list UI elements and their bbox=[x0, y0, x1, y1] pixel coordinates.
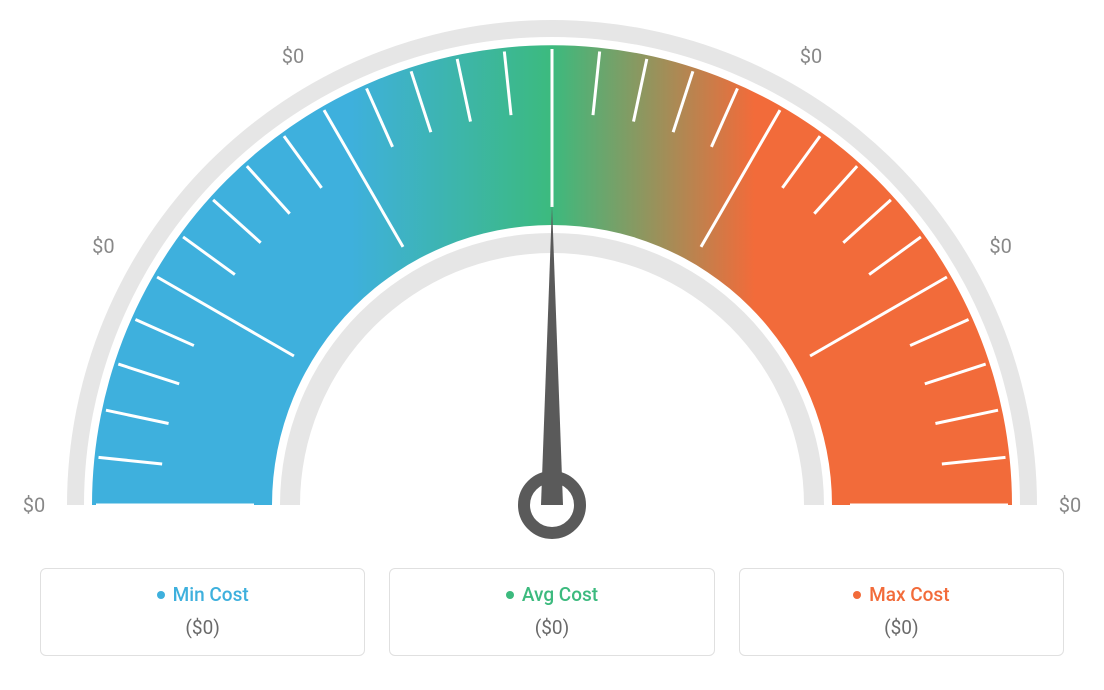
legend-min-value: ($0) bbox=[61, 616, 344, 639]
gauge-tick-label: $0 bbox=[92, 234, 114, 258]
legend-min-title: Min Cost bbox=[157, 583, 249, 606]
legend-avg-dot bbox=[506, 591, 514, 599]
legend-min: Min Cost ($0) bbox=[40, 568, 365, 656]
legend-max-dot bbox=[853, 591, 861, 599]
legend-max-value: ($0) bbox=[760, 616, 1043, 639]
gauge-tick-label: $0 bbox=[1059, 493, 1081, 517]
gauge-tick-label: $0 bbox=[800, 44, 822, 68]
gauge-svg bbox=[0, 0, 1104, 560]
gauge-tick-label: $0 bbox=[23, 493, 45, 517]
legend-row: Min Cost ($0) Avg Cost ($0) Max Cost ($0… bbox=[0, 568, 1104, 656]
gauge-tick-label: $0 bbox=[282, 44, 304, 68]
legend-min-dot bbox=[157, 591, 165, 599]
legend-avg-title: Avg Cost bbox=[506, 583, 598, 606]
legend-max: Max Cost ($0) bbox=[739, 568, 1064, 656]
gauge-tick-label: $0 bbox=[989, 234, 1011, 258]
gauge-chart: $0$0$0$0$0$0$0 bbox=[0, 0, 1104, 560]
legend-max-label: Max Cost bbox=[869, 583, 949, 606]
legend-avg-label: Avg Cost bbox=[522, 583, 598, 606]
legend-min-label: Min Cost bbox=[173, 583, 249, 606]
legend-avg-value: ($0) bbox=[410, 616, 693, 639]
legend-max-title: Max Cost bbox=[853, 583, 949, 606]
legend-avg: Avg Cost ($0) bbox=[389, 568, 714, 656]
